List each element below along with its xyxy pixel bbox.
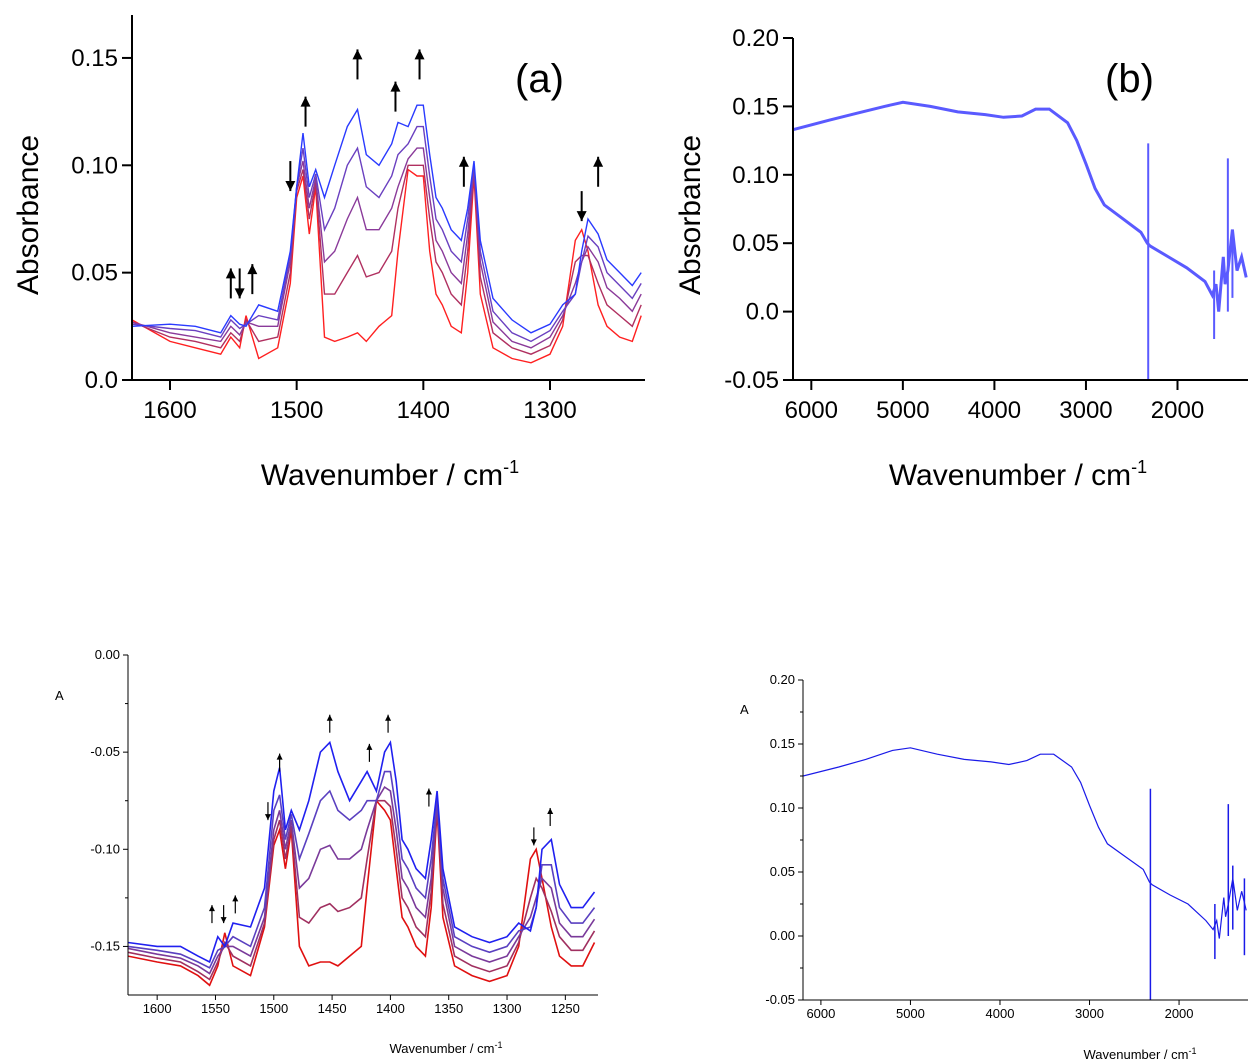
change-arrowhead-a [390, 81, 401, 92]
spectrum-line-c-2 [128, 799, 596, 981]
x-tick-label-c: 1550 [201, 1001, 230, 1016]
change-arrowhead-c [385, 714, 392, 721]
change-arrowhead-c [547, 807, 554, 814]
x-tick-label-c: 1400 [376, 1001, 405, 1016]
spectrum-line-c-4 [128, 770, 596, 969]
x-tick-label-c: 1600 [143, 1001, 172, 1016]
x-tick-label-a: 1300 [523, 397, 576, 424]
x-tick-label-b: 4000 [968, 397, 1021, 424]
change-arrowhead-a [593, 156, 604, 167]
change-arrowhead-a [414, 49, 425, 60]
change-arrowhead-c [232, 895, 239, 902]
y-axis-label-a: Absorbance [12, 135, 45, 295]
change-arrowhead-c [366, 743, 373, 750]
x-tick-label-d: 6000 [806, 1006, 835, 1021]
change-arrowhead-c [530, 839, 537, 846]
change-arrowhead-a [300, 96, 311, 107]
x-tick-label-a: 1500 [270, 397, 323, 424]
chart-panel-c: A Wavenumber / cm-1 1600 1550 1500 1450 1400… [55, 647, 598, 1056]
y-tick-label-d: 0.05 [770, 864, 795, 879]
x-tick-label-c: 1250 [551, 1001, 580, 1016]
y-tick-label-a: 0.10 [71, 152, 118, 179]
x-tick-label-a: 1400 [397, 397, 450, 424]
change-arrowhead-c [276, 753, 283, 760]
change-arrowhead-c [220, 917, 227, 924]
x-axis-label-a: Wavenumber / cm-1 [261, 457, 519, 492]
change-arrowhead-a [234, 288, 245, 299]
spectrum-line-b [793, 100, 1248, 312]
spectrum-line-a-2 [132, 164, 642, 355]
series-group-d [803, 747, 1247, 1000]
x-tick-label-a: 1600 [143, 397, 196, 424]
change-arrowhead-a [458, 156, 469, 167]
x-axis-label-b: Wavenumber / cm-1 [889, 457, 1147, 492]
series-group-a [132, 104, 642, 364]
y-tick-label-d: 0.20 [770, 672, 795, 687]
y-tick-label-d: 0.15 [770, 736, 795, 751]
y-tick-label-b: 0.10 [732, 162, 779, 189]
change-arrowhead-a [576, 211, 587, 222]
spectrum-line-c-1 [128, 798, 596, 987]
x-tick-label-d: 2000 [1165, 1006, 1194, 1021]
series-group-c [128, 740, 596, 987]
y-tick-label-b: 0.05 [732, 230, 779, 257]
x-tick-label-b: 6000 [785, 397, 838, 424]
change-arrowhead-c [264, 814, 271, 821]
spectrum-line-a-4 [132, 125, 642, 343]
spectrum-line-a-1 [132, 168, 642, 364]
spectrum-line-a-3 [132, 147, 642, 349]
spectrum-line-a-5 [132, 104, 642, 334]
chart-panel-b: (b) Absorbance Wavenumber / cm-1 6000 500… [674, 25, 1248, 492]
y-tick-label-b: -0.05 [724, 367, 779, 394]
y-tick-label-b: 0.15 [732, 93, 779, 120]
change-arrowhead-a [285, 181, 296, 192]
y-tick-label-d: -0.05 [765, 992, 795, 1007]
x-axis-label-c: Wavenumber / cm-1 [389, 1040, 502, 1056]
y-tick-label-a: 0.05 [71, 260, 118, 287]
change-arrowhead-a [225, 268, 236, 279]
y-tick-label-b: 0.0 [746, 299, 779, 326]
y-tick-label-c: -0.10 [90, 841, 120, 856]
x-tick-label-d: 4000 [986, 1006, 1015, 1021]
y-tick-label-d: 0.10 [770, 800, 795, 815]
y-tick-label-d: 0.00 [770, 928, 795, 943]
change-arrowhead-c [326, 714, 333, 721]
x-tick-label-c: 1350 [434, 1001, 463, 1016]
y-tick-label-a: 0.0 [85, 367, 118, 394]
change-arrowhead-c [425, 788, 432, 795]
spectrum-line-d [803, 747, 1247, 939]
y-tick-label-c: -0.15 [90, 938, 120, 953]
x-tick-label-d: 3000 [1075, 1006, 1104, 1021]
y-tick-label-b: 0.20 [732, 25, 779, 52]
change-arrowhead-a [352, 49, 363, 60]
y-axis-label-d: A [740, 702, 749, 717]
y-tick-label-a: 0.15 [71, 45, 118, 72]
x-tick-label-c: 1450 [318, 1001, 347, 1016]
x-tick-label-c: 1300 [493, 1001, 522, 1016]
change-arrowhead-c [208, 905, 215, 912]
y-axis-label-c: A [55, 688, 64, 703]
x-tick-label-b: 3000 [1059, 397, 1112, 424]
panel-label-b: (b) [1105, 57, 1154, 101]
x-tick-label-c: 1500 [259, 1001, 288, 1016]
spectrum-line-c-5 [128, 740, 596, 964]
y-tick-label-c: -0.05 [90, 744, 120, 759]
y-axis-label-b: Absorbance [674, 135, 707, 295]
x-tick-label-b: 2000 [1151, 397, 1204, 424]
panel-label-a: (a) [515, 57, 564, 101]
change-arrowhead-a [247, 264, 258, 275]
y-tick-label-c: 0.00 [95, 647, 120, 662]
x-tick-label-b: 5000 [876, 397, 929, 424]
x-axis-label-d: Wavenumber / cm-1 [1083, 1046, 1196, 1062]
chart-panel-d: A Wavenumber / cm-1 6000 5000 4000 3000 2000… [740, 672, 1248, 1062]
series-group-b [793, 100, 1248, 380]
chart-panel-a: (a) Absorbance Wavenumber / cm-1 1600 150… [12, 15, 645, 492]
x-tick-label-d: 5000 [896, 1006, 925, 1021]
